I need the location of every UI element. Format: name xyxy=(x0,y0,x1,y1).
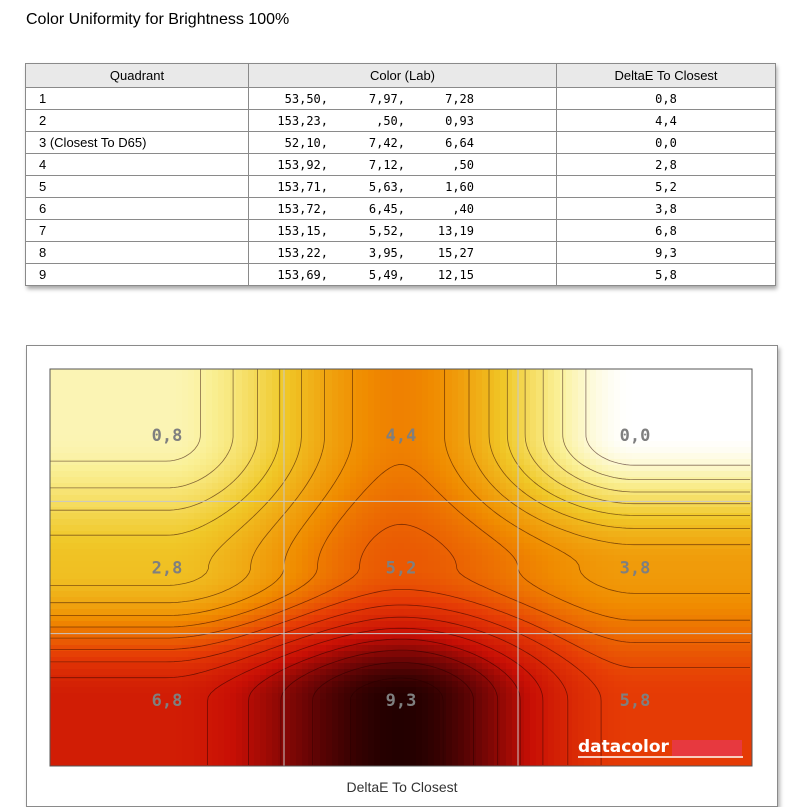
quadrant-cell: 4 xyxy=(25,153,249,176)
quadrant-cell: 6 xyxy=(25,197,249,220)
lab-component: 1,60 xyxy=(445,179,474,194)
lab-cell: 153,22, 3,95, 15,27 xyxy=(248,241,557,264)
deltae-cell: 0,0 xyxy=(556,131,776,154)
lab-component: 5,63, xyxy=(368,179,405,194)
lab-component: 6,45, xyxy=(368,201,405,216)
lab-component: 153,69, xyxy=(277,267,328,282)
quadrant-cell: 5 xyxy=(25,175,249,198)
lab-component: ,50 xyxy=(452,157,474,172)
cell-value-label: 5,8 xyxy=(620,691,651,711)
table-header-row: Quadrant Color (Lab) DeltaE To Closest xyxy=(25,63,776,88)
deltae-cell: 4,4 xyxy=(556,109,776,132)
header-color-lab: Color (Lab) xyxy=(248,63,557,88)
cell-value-label: 6,8 xyxy=(152,691,183,711)
lab-cell: 153,72, 6,45, ,40 xyxy=(248,197,557,220)
quadrant-cell: 2 xyxy=(25,109,249,132)
uniformity-chart: 0,8 4,4 0,0 2,8 5,2 3,8 6,8 9,3 5,8 datacolor Del… xyxy=(26,345,778,807)
lab-component: 5,52, xyxy=(368,223,405,238)
chart-x-label: DeltaE To Closest xyxy=(346,779,458,795)
lab-cell: 53,50, 7,97, 7,28 xyxy=(248,87,557,110)
deltae-cell: 6,8 xyxy=(556,219,776,242)
quadrant-cell: 3 (Closest To D65) xyxy=(25,131,249,154)
table-row: 7 153,15, 5,52, 13,19 6,8 xyxy=(25,219,776,242)
deltae-cell: 0,8 xyxy=(556,87,776,110)
table-row: 5 153,71, 5,63, 1,60 5,2 xyxy=(25,175,776,198)
lab-component: ,50, xyxy=(376,113,405,128)
header-deltae: DeltaE To Closest xyxy=(556,63,776,88)
quadrant-cell: 9 xyxy=(25,263,249,286)
lab-component: 153,72, xyxy=(277,201,328,216)
quadrant-cell: 8 xyxy=(25,241,249,264)
lab-cell: 153,92, 7,12, ,50 xyxy=(248,153,557,176)
header-quadrant: Quadrant xyxy=(25,63,249,88)
lab-cell: 153,15, 5,52, 13,19 xyxy=(248,219,557,242)
cell-value-label: 3,8 xyxy=(620,559,651,579)
lab-cell: 52,10, 7,42, 6,64 xyxy=(248,131,557,154)
cell-value-label: 4,4 xyxy=(386,426,417,446)
cell-value-label: 2,8 xyxy=(152,559,183,579)
deltae-cell: 5,8 xyxy=(556,263,776,286)
lab-cell: 153,71, 5,63, 1,60 xyxy=(248,175,557,198)
lab-component: 13,19 xyxy=(437,223,474,238)
cell-value-label: 0,8 xyxy=(152,426,183,446)
quadrant-cell: 7 xyxy=(25,219,249,242)
uniformity-table: Quadrant Color (Lab) DeltaE To Closest 1… xyxy=(25,63,776,286)
lab-cell: 153,23, ,50, 0,93 xyxy=(248,109,557,132)
cell-value-label: 0,0 xyxy=(620,426,651,446)
deltae-cell: 3,8 xyxy=(556,197,776,220)
lab-component: 153,23, xyxy=(277,113,328,128)
quadrant-cell: 1 xyxy=(25,87,249,110)
lab-component: 3,95, xyxy=(368,245,405,260)
deltae-cell: 2,8 xyxy=(556,153,776,176)
lab-component: 12,15 xyxy=(437,267,474,282)
lab-component: 15,27 xyxy=(437,245,474,260)
deltae-cell: 5,2 xyxy=(556,175,776,198)
logo-text: datacolor xyxy=(578,737,670,757)
plot-border xyxy=(49,368,753,767)
lab-component: 52,10, xyxy=(284,135,328,150)
heatmap-field xyxy=(50,369,753,767)
grid-lines xyxy=(50,369,752,766)
lab-component: 7,28 xyxy=(445,91,474,106)
lab-component: 153,71, xyxy=(277,179,328,194)
table-row: 6 153,72, 6,45, ,40 3,8 xyxy=(25,197,776,220)
table-row: 8 153,22, 3,95, 15,27 9,3 xyxy=(25,241,776,264)
lab-component: 53,50, xyxy=(284,91,328,106)
lab-component: 7,12, xyxy=(368,157,405,172)
lab-component: 153,15, xyxy=(277,223,328,238)
table-row: 4 153,92, 7,12, ,50 2,8 xyxy=(25,153,776,176)
cell-value-label: 9,3 xyxy=(386,691,417,711)
cell-value-label: 5,2 xyxy=(386,559,417,579)
lab-component: ,40 xyxy=(452,201,474,216)
table-row: 2 153,23, ,50, 0,93 4,4 xyxy=(25,109,776,132)
table-row: 1 53,50, 7,97, 7,28 0,8 xyxy=(25,87,776,110)
datacolor-logo: datacolor xyxy=(578,737,743,758)
table-row: 9 153,69, 5,49, 12,15 5,8 xyxy=(25,263,776,286)
heatmap-svg: 0,8 4,4 0,0 2,8 5,2 3,8 6,8 9,3 5,8 datacolor xyxy=(49,368,753,767)
lab-cell: 153,69, 5,49, 12,15 xyxy=(248,263,557,286)
deltae-cell: 9,3 xyxy=(556,241,776,264)
lab-component: 153,22, xyxy=(277,245,328,260)
contour-lines xyxy=(50,369,750,765)
lab-component: 153,92, xyxy=(277,157,328,172)
page-title: Color Uniformity for Brightness 100% xyxy=(26,11,290,28)
uniformity-table-container: Quadrant Color (Lab) DeltaE To Closest 1… xyxy=(25,63,776,286)
table-row: 3 (Closest To D65) 52,10, 7,42, 6,64 0,0 xyxy=(25,131,776,154)
lab-component: 6,64 xyxy=(445,135,474,150)
lab-component: 5,49, xyxy=(368,267,405,282)
lab-component: 7,97, xyxy=(368,91,405,106)
lab-component: 0,93 xyxy=(445,113,474,128)
lab-component: 7,42, xyxy=(368,135,405,150)
